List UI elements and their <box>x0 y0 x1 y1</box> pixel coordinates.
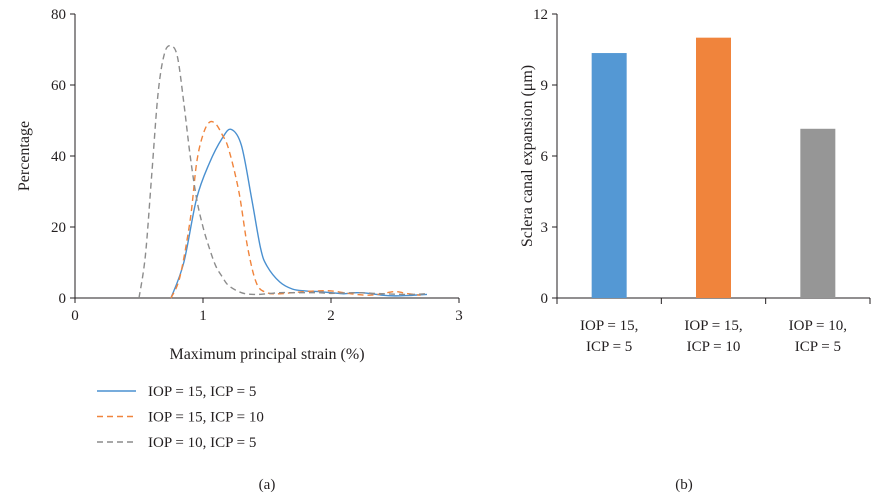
b-x-tick-label: IOP = 10, <box>789 318 847 334</box>
a-x-tick-label: 2 <box>327 308 335 324</box>
b-y-tick-label: 6 <box>541 149 549 165</box>
a-y-axis-label: Percentage <box>16 121 33 191</box>
a-y-tick-label: 80 <box>51 7 66 23</box>
legend-label-3: IOP = 10, ICP = 5 <box>148 435 256 451</box>
b-x-tick-label: IOP = 15, <box>684 318 742 334</box>
bar-1 <box>591 53 627 298</box>
a-y-tick-label: 60 <box>51 78 66 94</box>
a-x-tick-label: 0 <box>71 308 79 324</box>
a-x-tick-label: 1 <box>199 308 207 324</box>
b-y-tick-label: 3 <box>541 220 549 236</box>
legend-label-1: IOP = 15, ICP = 5 <box>148 384 256 400</box>
b-x-tick-label: ICP = 5 <box>586 339 632 355</box>
b-x-tick-label: ICP = 10 <box>687 339 741 355</box>
a-x-axis-label: Maximum principal strain (%) <box>169 346 364 363</box>
series-line-1 <box>170 128 428 299</box>
panel-label-a: (a) <box>259 477 276 493</box>
a-x-tick-label: 3 <box>455 308 463 324</box>
series-line-2 <box>170 120 421 299</box>
bar-3 <box>800 128 836 298</box>
b-x-tick-label: IOP = 15, <box>580 318 638 334</box>
a-y-tick-label: 0 <box>59 291 67 307</box>
legend-label-2: IOP = 15, ICP = 10 <box>148 410 264 426</box>
b-y-axis-label: Sclera canal expansion (μm) <box>519 65 536 247</box>
b-x-tick-label: ICP = 5 <box>795 339 841 355</box>
b-y-tick-label: 0 <box>541 291 549 307</box>
panel-label-b: (b) <box>675 477 693 493</box>
bar-2 <box>696 37 731 299</box>
b-y-tick-label: 9 <box>541 78 549 94</box>
a-y-tick-label: 40 <box>51 149 66 165</box>
b-y-tick-label: 12 <box>533 7 548 23</box>
series-line-3 <box>138 45 428 299</box>
a-y-tick-label: 20 <box>51 220 66 236</box>
